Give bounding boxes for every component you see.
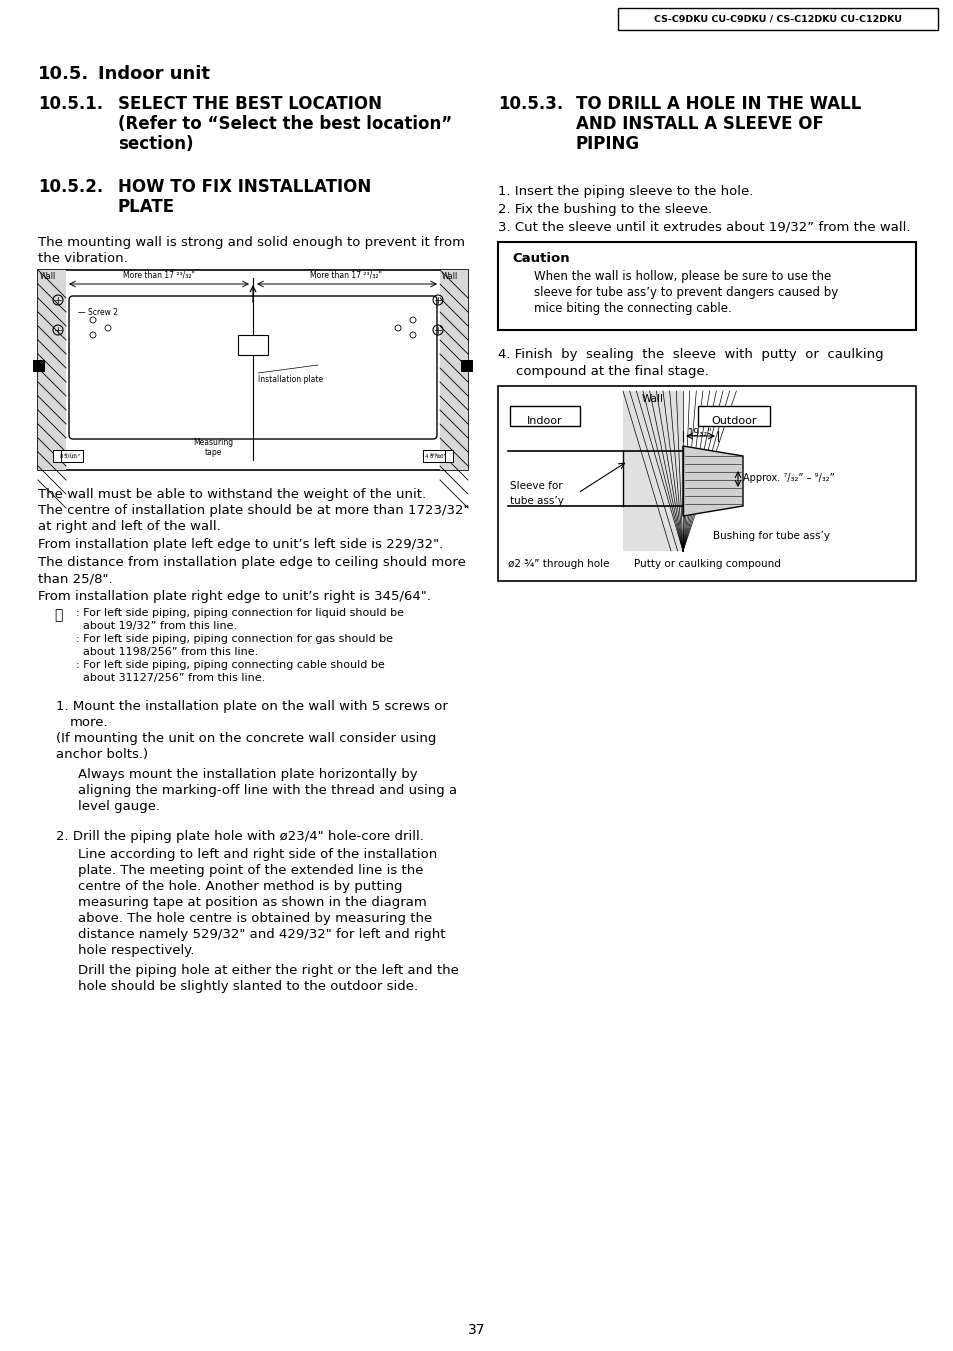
Bar (61, 450, 83, 462)
Bar (439, 270, 468, 470)
Bar (422, 450, 444, 462)
Text: From installation plate right edge to unit’s right is 345/64".: From installation plate right edge to un… (38, 590, 431, 603)
Text: 37: 37 (468, 1323, 485, 1337)
Text: Caution: Caution (512, 253, 569, 265)
Text: (If mounting the unit on the concrete wall consider using: (If mounting the unit on the concrete wa… (56, 732, 436, 744)
Bar (422, 450, 453, 462)
Text: ø2 ¾” through hole: ø2 ¾” through hole (507, 559, 609, 569)
Text: aligning the marking-off line with the thread and using a: aligning the marking-off line with the t… (78, 784, 456, 797)
Text: Measuring: Measuring (193, 438, 233, 447)
Text: Indoor unit: Indoor unit (98, 65, 210, 82)
Text: SELECT THE BEST LOCATION: SELECT THE BEST LOCATION (118, 95, 381, 113)
Text: PIPING: PIPING (576, 135, 639, 153)
Text: Putty or caulking compound: Putty or caulking compound (633, 559, 780, 569)
Text: 10.5.: 10.5. (38, 65, 90, 82)
Text: Drill the piping hole at either the right or the left and the: Drill the piping hole at either the righ… (78, 965, 458, 977)
Text: Outdoor: Outdoor (711, 416, 756, 426)
Text: about 1198/256” from this line.: about 1198/256” from this line. (76, 647, 258, 657)
Text: 5 ⁷/₃₂": 5 ⁷/₃₂" (64, 453, 80, 459)
Text: level gauge.: level gauge. (78, 800, 160, 813)
Text: Indoor: Indoor (527, 416, 562, 426)
Text: tape: tape (204, 449, 221, 457)
Text: The distance from installation plate edge to ceiling should more: The distance from installation plate edg… (38, 557, 465, 569)
Bar (38, 270, 66, 470)
Text: HOW TO FIX INSTALLATION: HOW TO FIX INSTALLATION (118, 178, 371, 196)
Text: : For left side piping, piping connection for gas should be: : For left side piping, piping connectio… (76, 634, 393, 644)
Text: 10.5.1.: 10.5.1. (38, 95, 103, 113)
Text: More than 17 ²³/₃₂": More than 17 ²³/₃₂" (123, 270, 195, 280)
Text: CS-C9DKU CU-C9DKU / CS-C12DKU CU-C12DKU: CS-C9DKU CU-C9DKU / CS-C12DKU CU-C12DKU (654, 15, 901, 23)
Text: Wall: Wall (40, 272, 56, 281)
Text: 8 ⁹/₃₂": 8 ⁹/₃₂" (60, 453, 76, 459)
Text: anchor bolts.): anchor bolts.) (56, 748, 148, 761)
Text: Sleeve for: Sleeve for (510, 481, 562, 490)
Text: sleeve for tube ass’y to prevent dangers caused by: sleeve for tube ass’y to prevent dangers… (534, 286, 838, 299)
Text: above. The hole centre is obtained by measuring the: above. The hole centre is obtained by me… (78, 912, 432, 925)
Text: 2. Drill the piping plate hole with ø23/4" hole-core drill.: 2. Drill the piping plate hole with ø23/… (56, 830, 423, 843)
Text: PLATE: PLATE (118, 199, 175, 216)
Text: distance namely 529/32" and 429/32" for left and right: distance namely 529/32" and 429/32" for … (78, 928, 445, 942)
Text: (Refer to “Select the best location”: (Refer to “Select the best location” (118, 115, 452, 132)
Text: Installation plate: Installation plate (257, 376, 323, 384)
Bar (38, 270, 468, 470)
Text: Wall: Wall (641, 394, 663, 404)
Text: 2. Fix the bushing to the sleeve.: 2. Fix the bushing to the sleeve. (497, 203, 711, 216)
Text: hole respectively.: hole respectively. (78, 944, 194, 957)
Text: compound at the final stage.: compound at the final stage. (516, 365, 708, 378)
Text: The mounting wall is strong and solid enough to prevent it from: The mounting wall is strong and solid en… (38, 236, 464, 249)
Text: more.: more. (70, 716, 109, 730)
Text: 10.5.3.: 10.5.3. (497, 95, 562, 113)
Bar (53, 450, 83, 462)
Text: about 19/32” from this line.: about 19/32” from this line. (76, 621, 237, 631)
Text: The centre of installation plate should be at more than 1723/32": The centre of installation plate should … (38, 504, 469, 517)
Text: 3. Cut the sleeve until it extrudes about 19/32” from the wall.: 3. Cut the sleeve until it extrudes abou… (497, 222, 909, 234)
Text: : For left side piping, piping connection for liquid should be: : For left side piping, piping connectio… (76, 608, 403, 617)
Text: section): section) (118, 135, 193, 153)
Text: about 31127/256” from this line.: about 31127/256” from this line. (76, 673, 265, 684)
Text: measuring tape at position as shown in the diagram: measuring tape at position as shown in t… (78, 896, 426, 909)
Text: Approx. ⁷/₃₂” – ⁹/₃₂”: Approx. ⁷/₃₂” – ⁹/₃₂” (742, 473, 834, 484)
Text: Always mount the installation plate horizontally by: Always mount the installation plate hori… (78, 767, 417, 781)
Text: The wall must be able to withstand the weight of the unit.: The wall must be able to withstand the w… (38, 488, 426, 501)
Text: 10.5.2.: 10.5.2. (38, 178, 103, 196)
Text: tube ass’y: tube ass’y (510, 496, 563, 507)
Text: TO DRILL A HOLE IN THE WALL: TO DRILL A HOLE IN THE WALL (576, 95, 861, 113)
Text: plate. The meeting point of the extended line is the: plate. The meeting point of the extended… (78, 865, 423, 877)
Bar (497, 386, 915, 581)
Bar (237, 335, 268, 355)
Text: 8 ⁹/₃₂": 8 ⁹/₃₂" (430, 453, 446, 459)
Text: 4 ²⁹/₃₂": 4 ²⁹/₃₂" (424, 453, 443, 459)
Text: 1. Insert the piping sleeve to the hole.: 1. Insert the piping sleeve to the hole. (497, 185, 753, 199)
Text: the vibration.: the vibration. (38, 253, 128, 265)
Text: — Screw 2: — Screw 2 (78, 308, 118, 317)
Bar (460, 359, 473, 372)
Bar (618, 8, 937, 30)
Text: at right and left of the wall.: at right and left of the wall. (38, 520, 220, 534)
Text: 4. Finish  by  sealing  the  sleeve  with  putty  or  caulking: 4. Finish by sealing the sleeve with put… (497, 349, 882, 361)
Text: More than 17 ²³/₃₂": More than 17 ²³/₃₂" (310, 270, 382, 280)
Polygon shape (682, 446, 742, 516)
Text: Line according to left and right side of the installation: Line according to left and right side of… (78, 848, 436, 861)
Text: mice biting the connecting cable.: mice biting the connecting cable. (534, 303, 731, 315)
Text: From installation plate left edge to unit’s left side is 229/32".: From installation plate left edge to uni… (38, 538, 443, 551)
Text: AND INSTALL A SLEEVE OF: AND INSTALL A SLEEVE OF (576, 115, 823, 132)
Text: ⓖ: ⓖ (53, 608, 62, 621)
Bar (33, 359, 45, 372)
Bar (698, 407, 769, 426)
FancyBboxPatch shape (69, 296, 436, 439)
Text: 19₃₂": 19₃₂" (687, 428, 712, 438)
Bar (622, 390, 682, 551)
Text: than 25/8".: than 25/8". (38, 571, 112, 585)
Bar (497, 242, 915, 330)
Text: Bushing for tube ass’y: Bushing for tube ass’y (712, 531, 829, 540)
Text: : For left side piping, piping connecting cable should be: : For left side piping, piping connectin… (76, 661, 384, 670)
Text: hole should be slightly slanted to the outdoor side.: hole should be slightly slanted to the o… (78, 979, 417, 993)
Text: When the wall is hollow, please be sure to use the: When the wall is hollow, please be sure … (534, 270, 830, 282)
Text: 1. Mount the installation plate on the wall with 5 screws or: 1. Mount the installation plate on the w… (56, 700, 447, 713)
Text: centre of the hole. Another method is by putting: centre of the hole. Another method is by… (78, 880, 402, 893)
Text: Wall: Wall (441, 272, 457, 281)
Bar (510, 407, 579, 426)
